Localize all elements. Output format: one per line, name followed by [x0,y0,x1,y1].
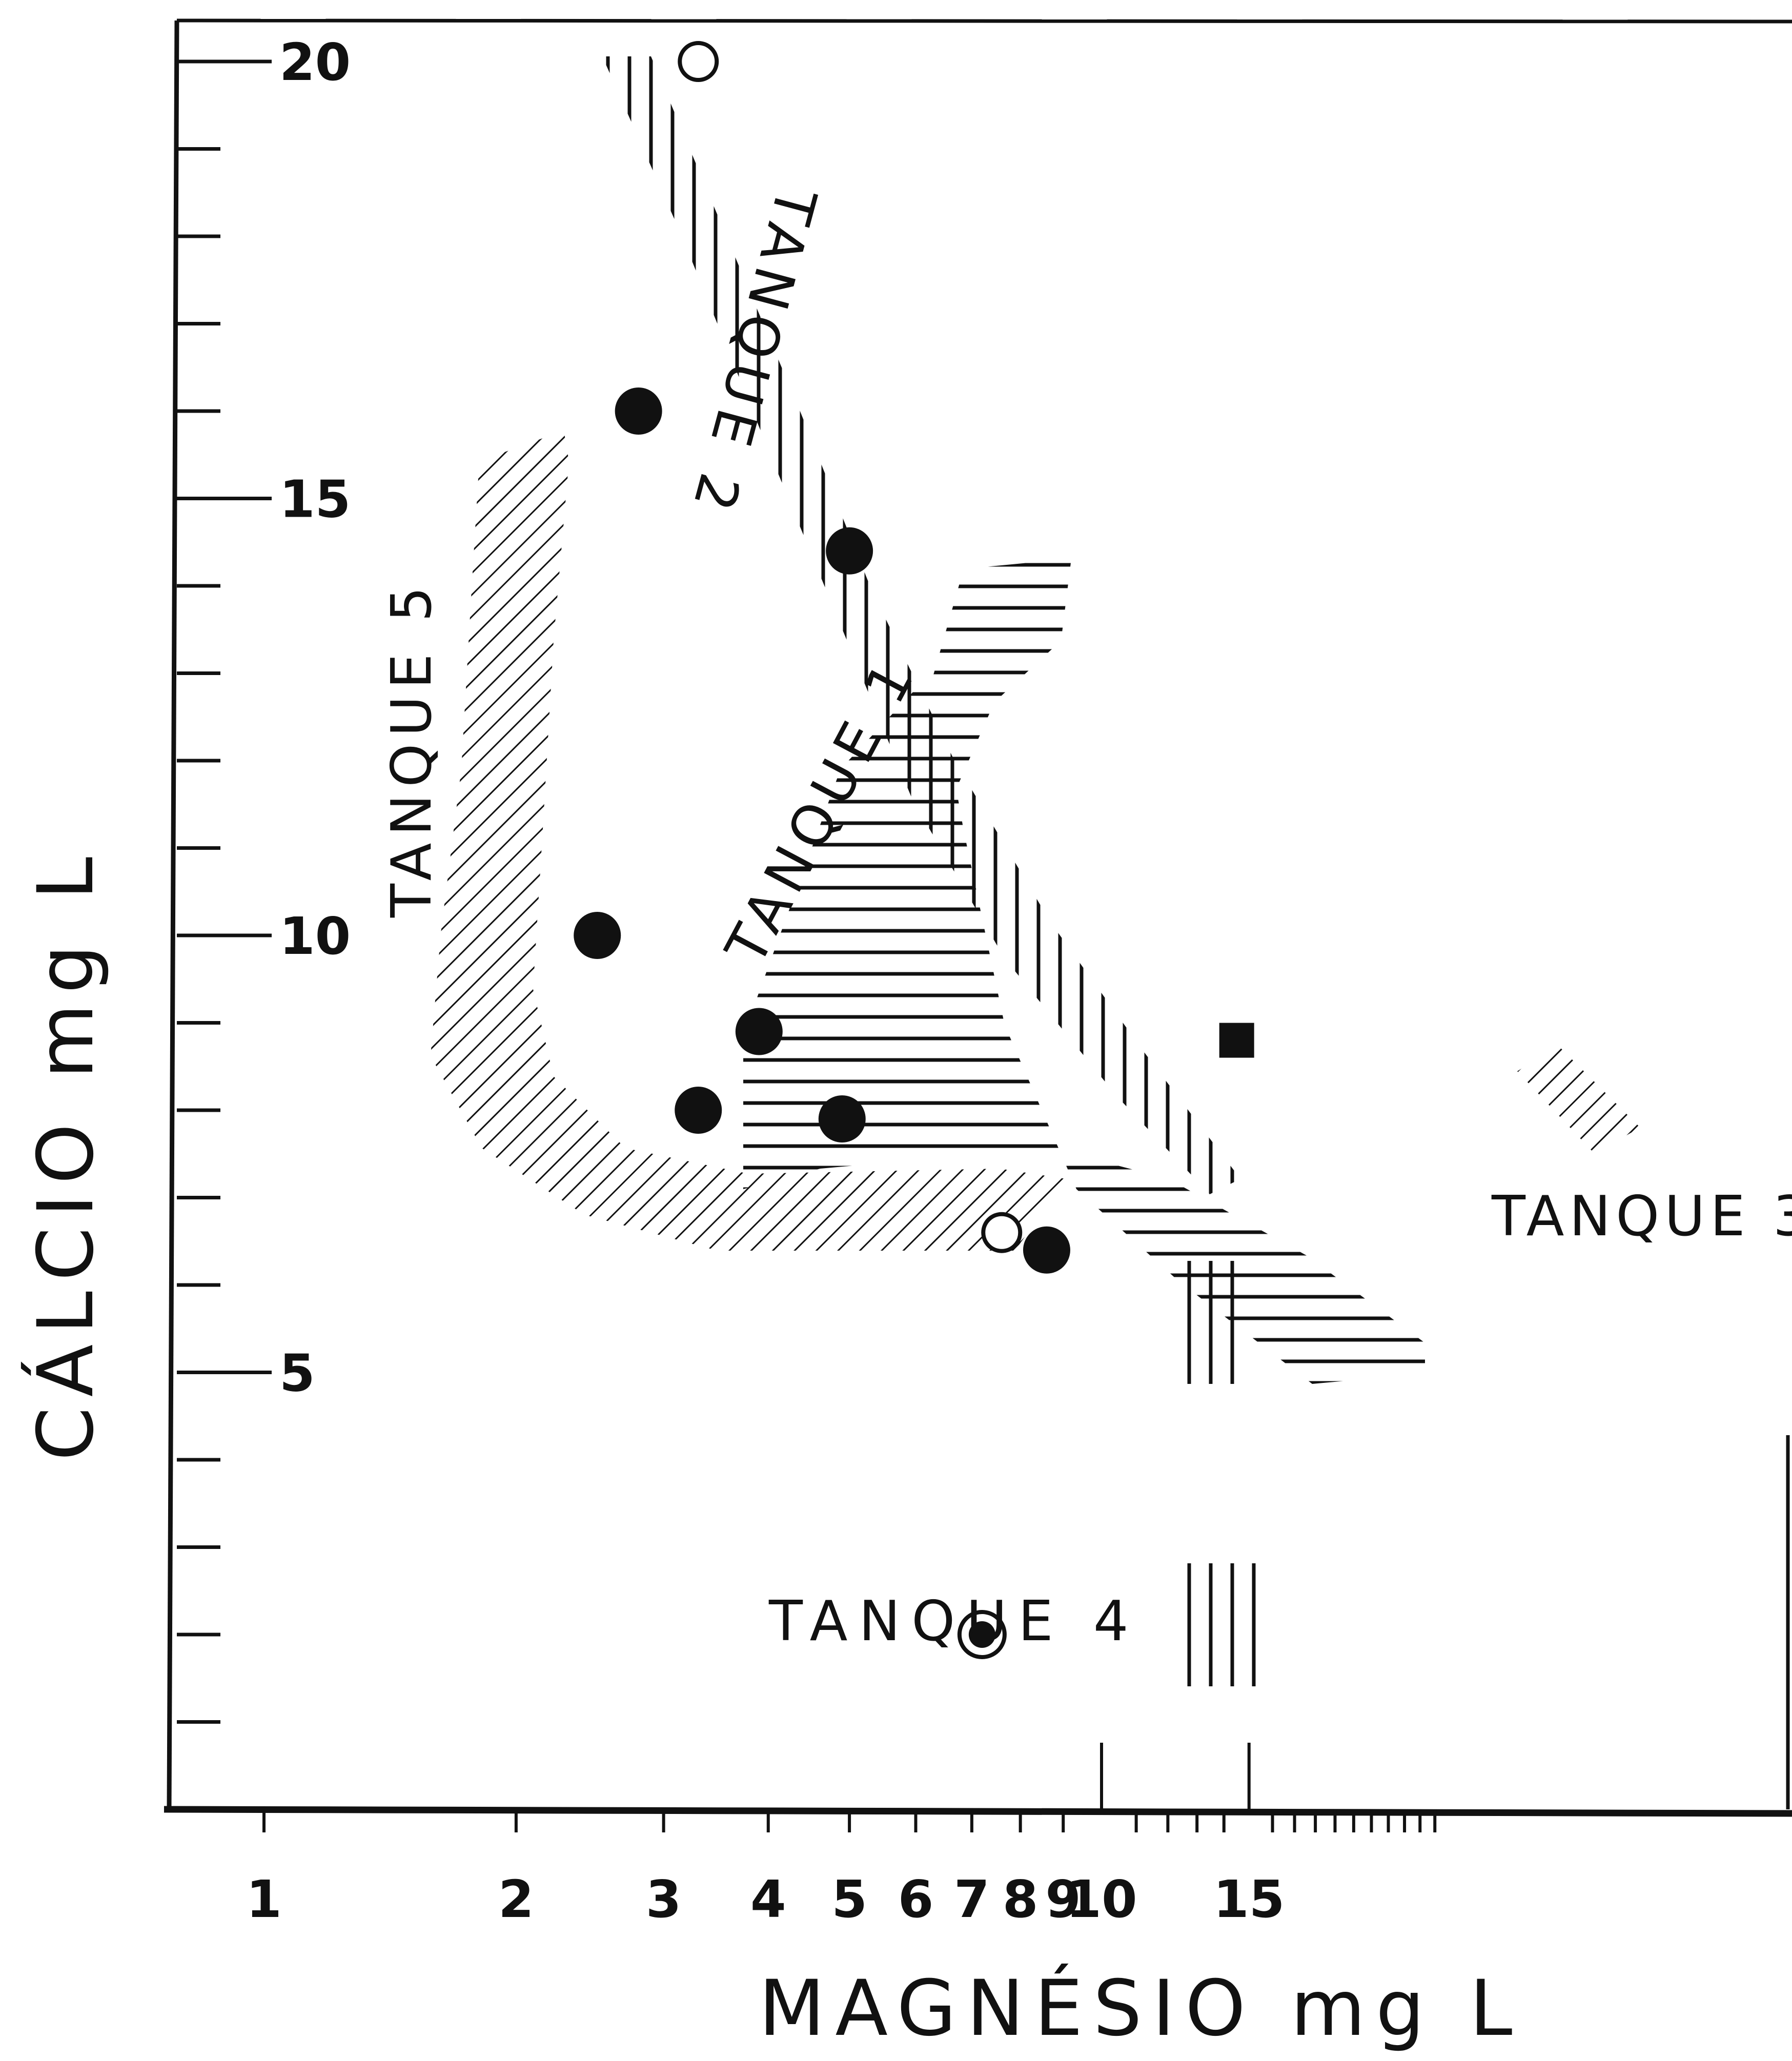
x-tick-label: 10 [1066,1869,1137,1929]
top-frame-line [176,18,1792,24]
data-points [574,41,1254,1659]
data-point-open [678,41,719,82]
data-point-filled [735,1008,783,1055]
x-ticks: 1 2 3 4 5 6 7 8 910 15 [246,1743,1437,1929]
annotation-tanque-3: TANQUE 3 [1491,1185,1792,1249]
x-tick-label: 4 [750,1869,786,1929]
tanque-3-shaded-marker [1517,1046,1640,1153]
x-tick-label: 1 [246,1869,282,1929]
x-tick-label: 9 [1045,1869,1081,1929]
x-tick-label: 2 [498,1869,534,1929]
x-tick-label: 8 [1003,1869,1038,1929]
annotation-tanque-5: TANQUE 5 [380,579,444,918]
x-tick-label: 6 [898,1869,934,1929]
data-point-filled [818,1095,866,1143]
data-point-square [1219,1023,1254,1058]
x-tick-label: 5 [831,1869,867,1929]
x-tick-label: 15 [1213,1869,1285,1929]
tanque-4-shaded-marker [1179,1563,1261,1686]
annotation-tanque-4: TANQUE 4 [768,1589,1140,1654]
y-tick-label: 5 [279,1343,315,1403]
y-ticks: 5 10 15 20 [177,32,351,1724]
data-point-open [981,1212,1023,1253]
y-tick-label: 15 [279,470,351,529]
data-point-filled [675,1087,722,1134]
x-axis-line [164,1806,1792,1817]
data-point-filled [615,387,662,435]
x-tick-label: 7 [954,1869,990,1929]
y-tick-label: 20 [279,32,351,92]
y-tick-label: 10 [279,906,351,966]
tanque-2-shaded-band [602,56,1240,1194]
tanque-1-upper-arm-band [887,559,1071,830]
x-axis-title: MAGNÉSIO mg L [759,1964,1522,2053]
x-tick-label: 3 [646,1869,682,1929]
y-axis-line [167,20,179,1810]
tanque-5-shaded-band [431,431,1066,1251]
data-point-filled [1023,1226,1070,1274]
data-point-filled [574,912,621,959]
tanque-1-shaded-band [743,682,1425,1384]
data-point-circled-dot [968,1621,995,1648]
data-point-filled [826,527,873,575]
tanque-1-right-end-marker [1184,1261,1240,1384]
y-axis-title: CÁLCIO mg L [21,847,111,1461]
